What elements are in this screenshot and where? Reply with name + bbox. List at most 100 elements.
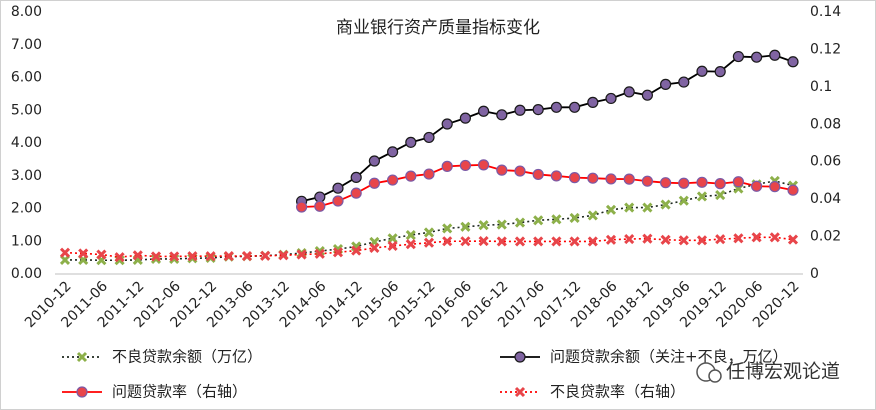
marker <box>405 239 416 250</box>
chart-title: 商业银行资产质量指标变化 <box>336 18 540 38</box>
marker <box>187 251 198 262</box>
marker <box>751 232 762 243</box>
watermark: 任博宏观论道 <box>696 361 840 383</box>
marker <box>478 236 489 247</box>
y-tick-label: 1.00 <box>11 233 42 249</box>
y-tick-label: 4.00 <box>11 135 42 151</box>
series-line <box>301 54 794 203</box>
marker <box>587 96 599 108</box>
y2-tick-label: 0.08 <box>810 116 841 132</box>
marker <box>241 250 253 262</box>
marker <box>787 184 799 196</box>
marker <box>423 237 435 248</box>
legend-item: 不良贷款率（右轴） <box>500 383 685 401</box>
marker <box>496 236 507 247</box>
marker <box>732 176 745 188</box>
marker <box>459 112 471 124</box>
legend-item: 不良贷款余额（万亿） <box>62 348 262 366</box>
marker <box>459 159 471 172</box>
marker <box>76 386 88 398</box>
legend-label: 问题贷款率（右轴） <box>112 383 247 401</box>
marker <box>551 214 562 225</box>
marker <box>423 131 435 144</box>
y2-tick-label: 0.02 <box>810 229 841 245</box>
marker <box>150 253 162 264</box>
marker <box>78 248 89 259</box>
y-tick-label: 5.00 <box>11 102 42 118</box>
marker <box>260 250 271 261</box>
marker <box>769 232 780 243</box>
y-tick-label: 2.00 <box>11 201 42 217</box>
marker <box>696 65 708 77</box>
marker <box>532 103 544 116</box>
marker <box>460 221 471 232</box>
marker <box>659 177 672 189</box>
marker <box>387 174 399 186</box>
marker <box>368 155 380 167</box>
marker <box>696 176 708 188</box>
legend-item: 问题贷款率（右轴） <box>62 383 247 401</box>
marker <box>569 212 580 224</box>
marker <box>296 249 307 260</box>
y2-tick-label: 0 <box>810 266 819 282</box>
marker <box>351 245 362 256</box>
y-tick-label: 3.00 <box>11 168 42 184</box>
marker <box>442 236 453 247</box>
marker <box>696 235 708 246</box>
marker <box>605 234 617 245</box>
marker <box>514 217 526 228</box>
y2-tick-label: 0.06 <box>810 154 841 170</box>
y-tick-label: 8.00 <box>11 4 42 20</box>
marker <box>314 191 326 203</box>
marker <box>696 191 708 202</box>
marker <box>605 173 617 185</box>
legend-item: 问题贷款余额（关注+不良，万亿） <box>500 348 788 366</box>
marker <box>350 171 362 183</box>
legend-label: 不良贷款率（右轴） <box>550 383 685 401</box>
y2-tick-label: 0.04 <box>810 191 841 207</box>
marker <box>423 168 435 180</box>
marker <box>223 250 234 262</box>
marker <box>623 173 635 185</box>
marker <box>387 240 398 251</box>
series <box>59 232 799 263</box>
y-tick-label: 7.00 <box>11 37 42 53</box>
marker <box>405 229 416 241</box>
marker <box>496 219 507 230</box>
marker <box>732 50 745 63</box>
series-line <box>301 163 794 208</box>
y2-tick-label: 0.14 <box>810 4 841 20</box>
marker <box>387 233 398 244</box>
marker <box>514 104 526 116</box>
marker <box>150 251 162 262</box>
marker <box>405 136 417 148</box>
marker <box>660 234 671 245</box>
marker <box>369 242 380 254</box>
marker <box>533 215 544 226</box>
marker <box>478 105 490 117</box>
marker <box>332 195 344 207</box>
marker <box>478 159 490 171</box>
marker <box>278 250 289 261</box>
marker <box>660 199 671 210</box>
marker <box>533 236 544 247</box>
marker <box>787 234 799 245</box>
y2-tick-label: 0.12 <box>810 41 841 57</box>
marker <box>733 233 744 244</box>
marker <box>76 351 88 363</box>
marker <box>478 220 489 231</box>
marker <box>423 227 435 238</box>
marker <box>642 233 653 244</box>
marker <box>551 236 562 247</box>
marker <box>460 236 471 247</box>
marker <box>296 201 308 213</box>
marker <box>569 236 580 247</box>
marker <box>169 251 180 262</box>
marker <box>442 223 453 234</box>
marker <box>405 170 417 182</box>
marker <box>714 66 726 78</box>
marker <box>514 386 526 398</box>
marker <box>624 233 635 245</box>
